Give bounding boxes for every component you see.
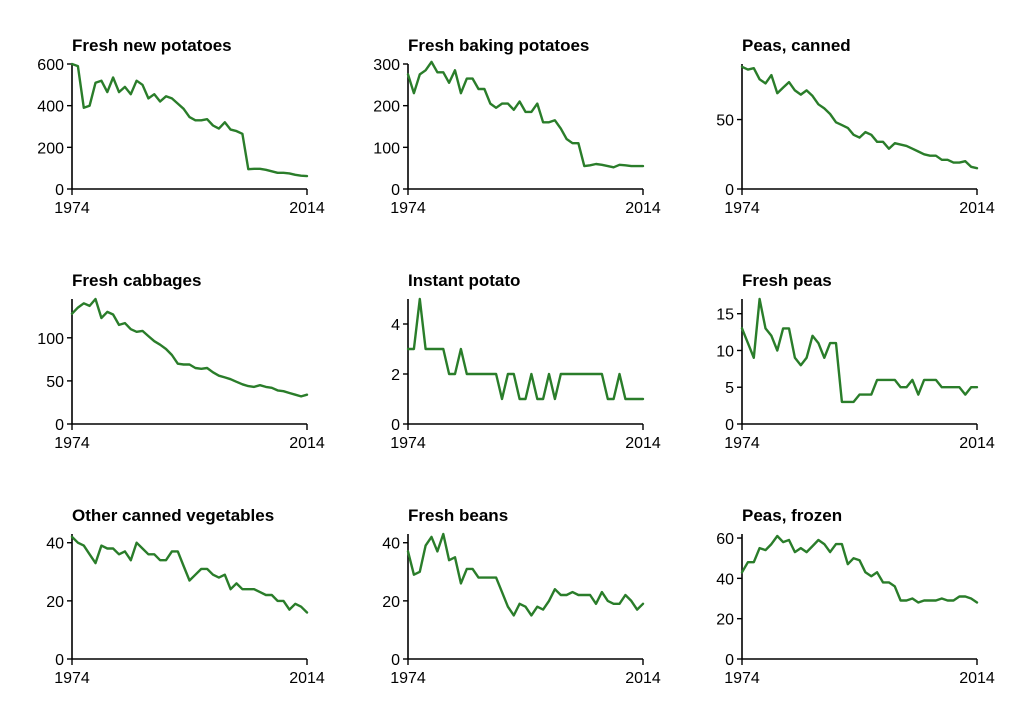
y-tick-label: 0 [391,182,400,199]
x-tick-label: 2014 [625,435,661,452]
y-tick-label: 0 [55,652,64,669]
y-tick-label: 0 [391,652,400,669]
panel-title: Fresh new potatoes [72,36,232,55]
y-tick-label: 0 [391,417,400,434]
x-tick-label: 1974 [390,435,426,452]
y-tick-label: 40 [716,571,734,588]
panel-title: Peas, canned [742,36,851,55]
panel-title: Fresh peas [742,271,832,290]
chart-panel: Peas, canned 0 50 1974 2014 [716,36,995,217]
chart-panel: Fresh baking potatoes 0 100 200 300 1974 2014 [373,36,661,217]
y-tick-label: 0 [725,417,734,434]
panel-title: Other canned vegetables [72,506,274,525]
y-tick-label: 20 [382,594,400,611]
x-tick-label: 2014 [289,200,325,217]
y-tick-label: 100 [373,140,400,157]
y-tick-label: 50 [716,113,734,130]
y-tick-label: 0 [55,417,64,434]
y-tick-label: 5 [725,380,734,397]
x-tick-label: 1974 [54,435,90,452]
y-tick-label: 50 [46,374,64,391]
chart-panel: Other canned vegetables 0 20 40 1974 2014 [46,506,325,687]
series-line [740,65,979,170]
y-tick-label: 100 [37,331,64,348]
x-tick-label: 1974 [724,670,760,687]
y-tick-label: 15 [716,307,734,324]
panel-title: Instant potato [408,271,520,290]
y-tick-label: 0 [55,182,64,199]
x-tick-label: 1974 [724,200,760,217]
chart-panel: Fresh cabbages 0 50 100 1974 2014 [37,271,325,452]
series-line [70,535,309,614]
panel-title: Peas, frozen [742,506,842,525]
y-tick-label: 200 [37,140,64,157]
y-tick-label: 600 [37,57,64,74]
y-tick-label: 300 [373,57,400,74]
y-tick-label: 10 [716,343,734,360]
y-tick-label: 40 [382,536,400,553]
x-tick-label: 2014 [625,200,661,217]
panel-title: Fresh cabbages [72,271,201,290]
x-tick-label: 2014 [289,670,325,687]
x-tick-label: 1974 [390,200,426,217]
y-tick-label: 400 [37,99,64,116]
x-tick-label: 2014 [625,670,661,687]
series-line [406,60,645,169]
x-tick-label: 2014 [959,200,995,217]
y-tick-label: 40 [46,536,64,553]
x-tick-label: 1974 [724,435,760,452]
series-line [70,297,309,398]
series-line [406,532,645,617]
series-line [70,62,309,178]
y-tick-label: 60 [716,531,734,548]
y-tick-label: 20 [716,612,734,629]
chart-panel: Fresh new potatoes 0 200 400 600 1974 2014 [37,36,325,217]
x-tick-label: 1974 [54,200,90,217]
x-tick-label: 1974 [54,670,90,687]
x-tick-label: 2014 [959,670,995,687]
chart-panel: Instant potato 0 2 4 1974 2014 [390,271,661,452]
panel-title: Fresh baking potatoes [408,36,589,55]
y-tick-label: 200 [373,99,400,116]
series-line [406,297,645,401]
y-tick-label: 0 [725,652,734,669]
x-tick-label: 1974 [390,670,426,687]
x-tick-label: 2014 [289,435,325,452]
y-tick-label: 0 [725,182,734,199]
x-tick-label: 2014 [959,435,995,452]
y-tick-label: 4 [391,317,400,334]
y-tick-label: 20 [46,594,64,611]
series-line [740,297,979,404]
panel-title: Fresh beans [408,506,508,525]
series-line [740,534,979,604]
chart-panel: Fresh peas 0 5 10 15 1974 2014 [716,271,995,452]
y-tick-label: 2 [391,367,400,384]
chart-panel: Peas, frozen 0 20 40 60 1974 2014 [716,506,995,687]
chart-panel: Fresh beans 0 20 40 1974 2014 [382,506,661,687]
